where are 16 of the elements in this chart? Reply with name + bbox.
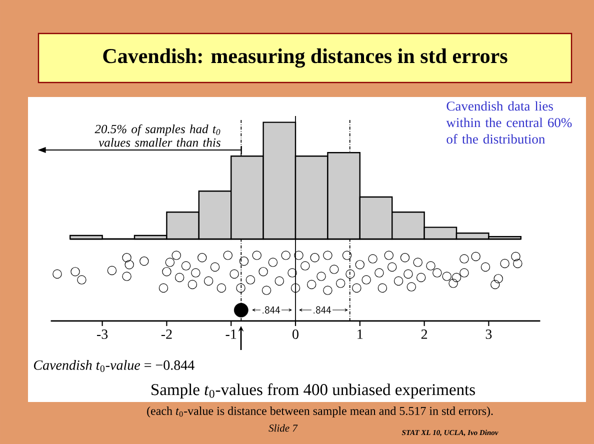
x-tick-label: 3: [486, 330, 492, 339]
x-tick-label: -1: [226, 330, 236, 339]
x-tick-label: 0: [292, 330, 298, 339]
x-tick-label: -2: [161, 330, 172, 339]
text: (each t$_{0}$-value is distance between sample mean and 5.517 in std errors).: [147, 406, 493, 418]
annotation: 20.5% of samples had t$_{0}$ values smaller than this: [94, 124, 220, 147]
x-tick-label: 1: [358, 330, 363, 339]
text: Cavendish t$_{0}$-value = −0.844: [34, 360, 194, 372]
annotation: Cavendish data lies within the central 60% of the distribution: [446, 101, 572, 144]
chart-title: Cavendish: measuring distances in std errors: [103, 48, 508, 68]
x-tick-label: 2: [421, 330, 428, 339]
text: Slide 7: [268, 424, 298, 432]
x-tick-label: -3: [96, 330, 108, 339]
annotation: .844: [262, 306, 280, 314]
annotation: .844: [314, 306, 332, 314]
x-axis-title: Sample t$_{0}$-values from 400 unbiased experiments: [152, 383, 475, 399]
